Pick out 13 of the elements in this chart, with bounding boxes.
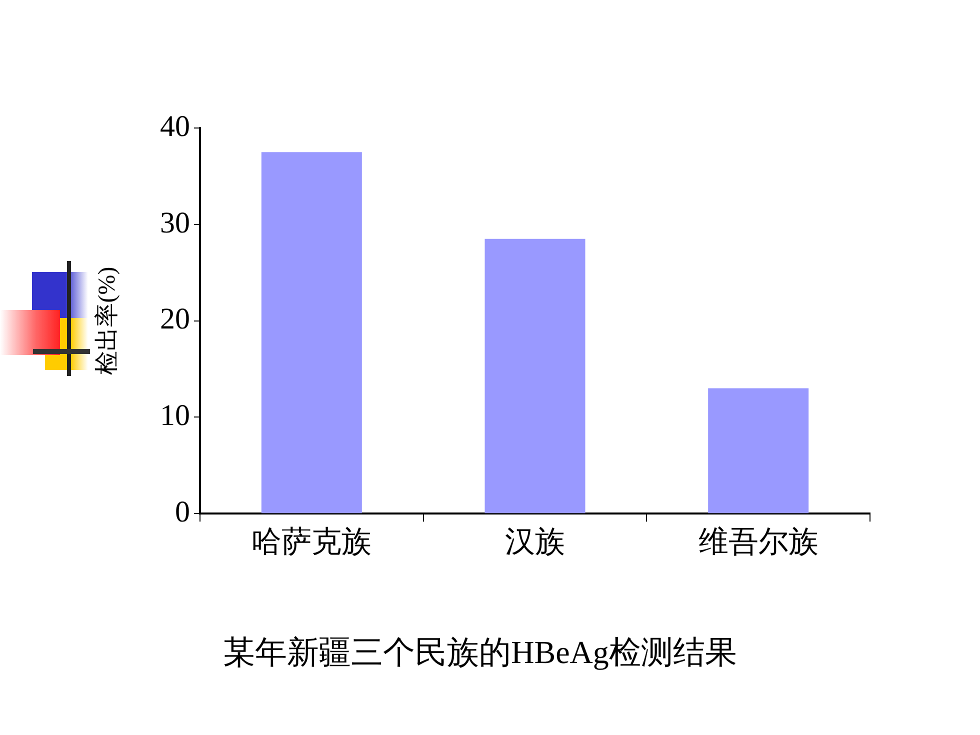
bar: [261, 152, 362, 514]
y-tick-label: 20: [160, 302, 190, 336]
x-tick-label: 汉族: [505, 525, 565, 558]
y-tick-label: 30: [160, 206, 190, 240]
y-tick-label: 0: [175, 495, 190, 528]
text: 某年新疆三个民族的HBeAg检测结果: [223, 634, 737, 670]
y-axis-title: 检出率(%): [94, 266, 121, 375]
bar: [708, 388, 809, 514]
x-tick-label: 维吾尔族: [698, 525, 818, 558]
bar: [484, 238, 586, 514]
x-tick-label: 哈萨克族: [252, 525, 372, 558]
y-tick-label: 10: [160, 399, 190, 432]
y-tick-label: 40: [160, 110, 190, 143]
